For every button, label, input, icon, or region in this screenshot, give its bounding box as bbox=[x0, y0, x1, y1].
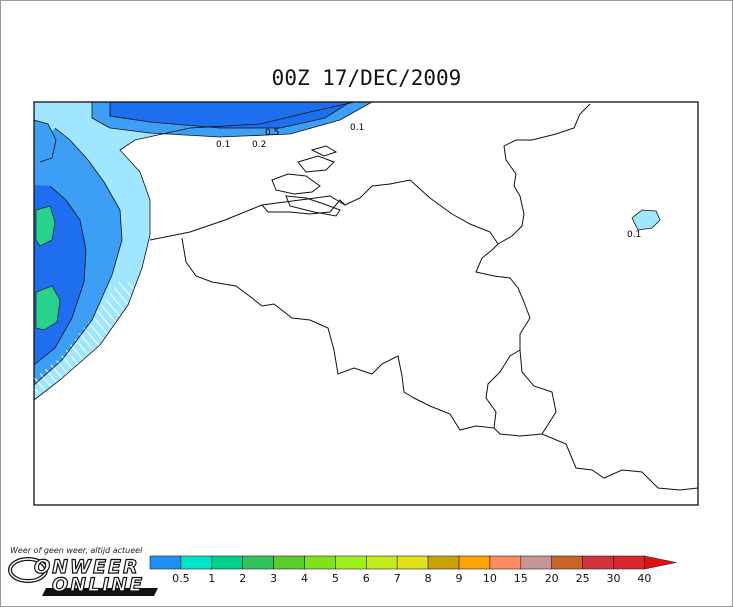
precip-cell-top-left bbox=[34, 120, 56, 162]
legend-swatch bbox=[304, 555, 336, 570]
legend-tick-label: 25 bbox=[576, 572, 590, 585]
hatched-area-north bbox=[338, 102, 430, 132]
legend-tick-label: 2 bbox=[239, 572, 246, 585]
legend-tick-label: 10 bbox=[483, 572, 497, 585]
map-title: 00Z 17/DEC/2009 bbox=[271, 66, 462, 90]
legend-swatch bbox=[489, 555, 522, 570]
legend-tick-label: 9 bbox=[456, 572, 463, 585]
legend-swatch bbox=[180, 555, 213, 570]
precip-cell-green-2 bbox=[35, 285, 61, 331]
legend-swatch bbox=[242, 555, 274, 570]
legend-tick-label: 3 bbox=[270, 572, 277, 585]
legend-ticks: 0.5 1 2 3 4 5 6 7 8 9 10 15 20 25 30 40 bbox=[172, 572, 651, 585]
hatched-area-west bbox=[34, 282, 140, 396]
precip-area-west-light bbox=[34, 102, 355, 400]
map-panel: 0.1 0.2 0.5 0.1 0.1 bbox=[33, 101, 699, 506]
legend-swatch bbox=[396, 555, 429, 570]
legend-tick-label: 6 bbox=[363, 572, 370, 585]
precip-area-north-medium bbox=[110, 102, 350, 128]
legend-tick-label: 4 bbox=[301, 572, 308, 585]
legend-overflow-arrow-icon bbox=[644, 555, 677, 570]
legend-colorbar bbox=[149, 555, 677, 570]
map-panel-border bbox=[33, 101, 699, 506]
legend-tick-label: 30 bbox=[607, 572, 621, 585]
legend-swatch bbox=[365, 555, 398, 570]
legend-tick-label: 8 bbox=[425, 572, 432, 585]
legend-swatch bbox=[613, 555, 645, 570]
brand-tagline: Weer of geen weer, altijd actueel bbox=[10, 546, 143, 555]
logo-text-line1: ONWEER bbox=[33, 555, 140, 578]
contour-label-0-2: 0.2 bbox=[252, 140, 266, 150]
legend-swatch bbox=[551, 555, 583, 570]
legend-swatch bbox=[211, 555, 244, 570]
logo-swoosh-icon bbox=[8, 557, 158, 596]
contour-lines bbox=[33, 101, 373, 401]
onweer-online-logo: ONWEER ONLINE bbox=[6, 555, 162, 598]
precip-cell-green-1 bbox=[35, 205, 56, 247]
precip-cell-east bbox=[631, 209, 661, 231]
legend-swatch bbox=[458, 555, 491, 570]
legend-swatch bbox=[582, 555, 614, 570]
contour-label-0-1-a: 0.1 bbox=[216, 140, 230, 150]
legend-swatch bbox=[427, 555, 460, 570]
contour-label-0-1-c: 0.1 bbox=[627, 230, 641, 240]
logo-text-line2: ONLINE bbox=[51, 573, 145, 596]
country-borders bbox=[149, 103, 699, 491]
legend-swatch bbox=[335, 555, 367, 570]
legend-tick-label: 5 bbox=[332, 572, 339, 585]
precip-area-north-light bbox=[92, 102, 372, 137]
legend-tick-label: 1 bbox=[208, 572, 215, 585]
legend-tick-label: 40 bbox=[637, 572, 651, 585]
legend-tick-label: 15 bbox=[514, 572, 528, 585]
legend-swatch bbox=[520, 555, 552, 570]
contour-label-0-1-b: 0.1 bbox=[350, 123, 364, 133]
legend-swatch bbox=[273, 555, 305, 570]
contour-label-0-5: 0.5 bbox=[265, 128, 279, 138]
legend-tick-label: 0.5 bbox=[172, 572, 190, 585]
legend-tick-label: 7 bbox=[394, 572, 401, 585]
legend-tick-label: 20 bbox=[545, 572, 559, 585]
